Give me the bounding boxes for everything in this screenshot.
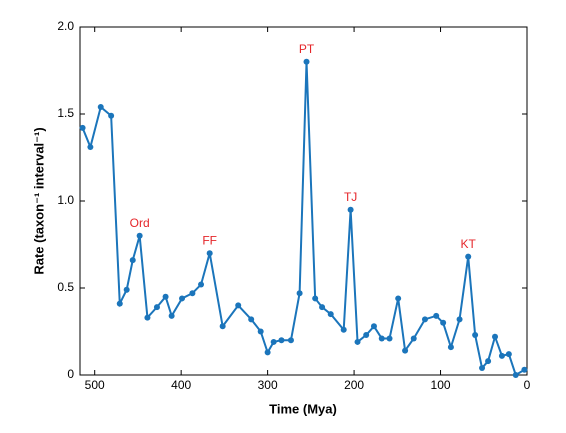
data-point <box>479 365 486 372</box>
x-axis-label: Time (Mya) <box>269 401 337 416</box>
data-point <box>144 314 151 321</box>
data-point <box>492 333 499 340</box>
data-point <box>347 206 354 213</box>
data-point <box>421 316 428 323</box>
data-point <box>162 293 169 300</box>
data-point <box>447 344 454 351</box>
y-tick-label: 1.0 <box>57 193 74 207</box>
y-axis-label: Rate (taxon⁻¹ interval⁻¹) <box>31 127 46 274</box>
data-point <box>410 335 417 342</box>
data-point <box>512 372 519 378</box>
plot-frame <box>79 26 528 376</box>
data-point <box>219 323 226 330</box>
data-point <box>179 295 186 302</box>
x-tick-label: 300 <box>258 378 278 392</box>
y-tick-label: 0 <box>67 367 74 381</box>
data-point <box>402 347 409 354</box>
data-point <box>296 290 303 297</box>
annotation: Ord <box>130 216 150 230</box>
data-point <box>136 232 143 239</box>
data-point <box>433 312 440 319</box>
data-point <box>319 304 326 311</box>
data-point <box>287 337 294 344</box>
data-point <box>97 104 104 111</box>
annotation: KT <box>461 237 477 251</box>
data-point <box>465 253 472 260</box>
data-point <box>378 335 385 342</box>
data-point <box>354 338 361 345</box>
data-point <box>87 144 94 151</box>
y-tick-label: 2.0 <box>57 19 74 33</box>
data-point <box>363 331 370 338</box>
annotation: FF <box>202 233 217 247</box>
data-point <box>340 326 347 333</box>
data-point <box>312 295 319 302</box>
data-point <box>386 335 393 342</box>
data-point <box>505 351 512 358</box>
data-point <box>472 331 479 338</box>
data-point <box>235 302 242 309</box>
annotation: TJ <box>344 190 357 204</box>
data-point <box>521 366 528 373</box>
data-point <box>79 124 86 131</box>
data-point <box>123 286 130 293</box>
data-point <box>327 311 334 318</box>
data-point <box>198 281 205 288</box>
data-point <box>129 257 136 264</box>
data-point <box>498 352 505 359</box>
x-tick-label: 100 <box>431 378 451 392</box>
data-point <box>303 58 310 65</box>
annotation: PT <box>299 42 315 56</box>
data-point <box>108 112 115 119</box>
data-point <box>206 250 213 257</box>
x-tick-label: 500 <box>85 378 105 392</box>
data-point <box>440 319 447 326</box>
data-point <box>248 316 255 323</box>
x-tick-label: 0 <box>524 378 531 392</box>
data-point <box>168 312 175 319</box>
data-point <box>456 316 463 323</box>
x-tick-label: 200 <box>344 378 364 392</box>
data-point <box>189 290 196 297</box>
data-point <box>485 358 492 365</box>
y-tick-label: 0.5 <box>57 280 74 294</box>
data-point <box>395 295 402 302</box>
data-point <box>257 328 264 335</box>
data-point <box>370 323 377 330</box>
x-tick-label: 400 <box>171 378 191 392</box>
data-point <box>264 349 271 356</box>
data-point <box>116 300 123 307</box>
y-tick-label: 1.5 <box>57 106 74 120</box>
data-point <box>153 304 160 311</box>
data-point <box>270 338 277 345</box>
data-point <box>278 337 285 344</box>
